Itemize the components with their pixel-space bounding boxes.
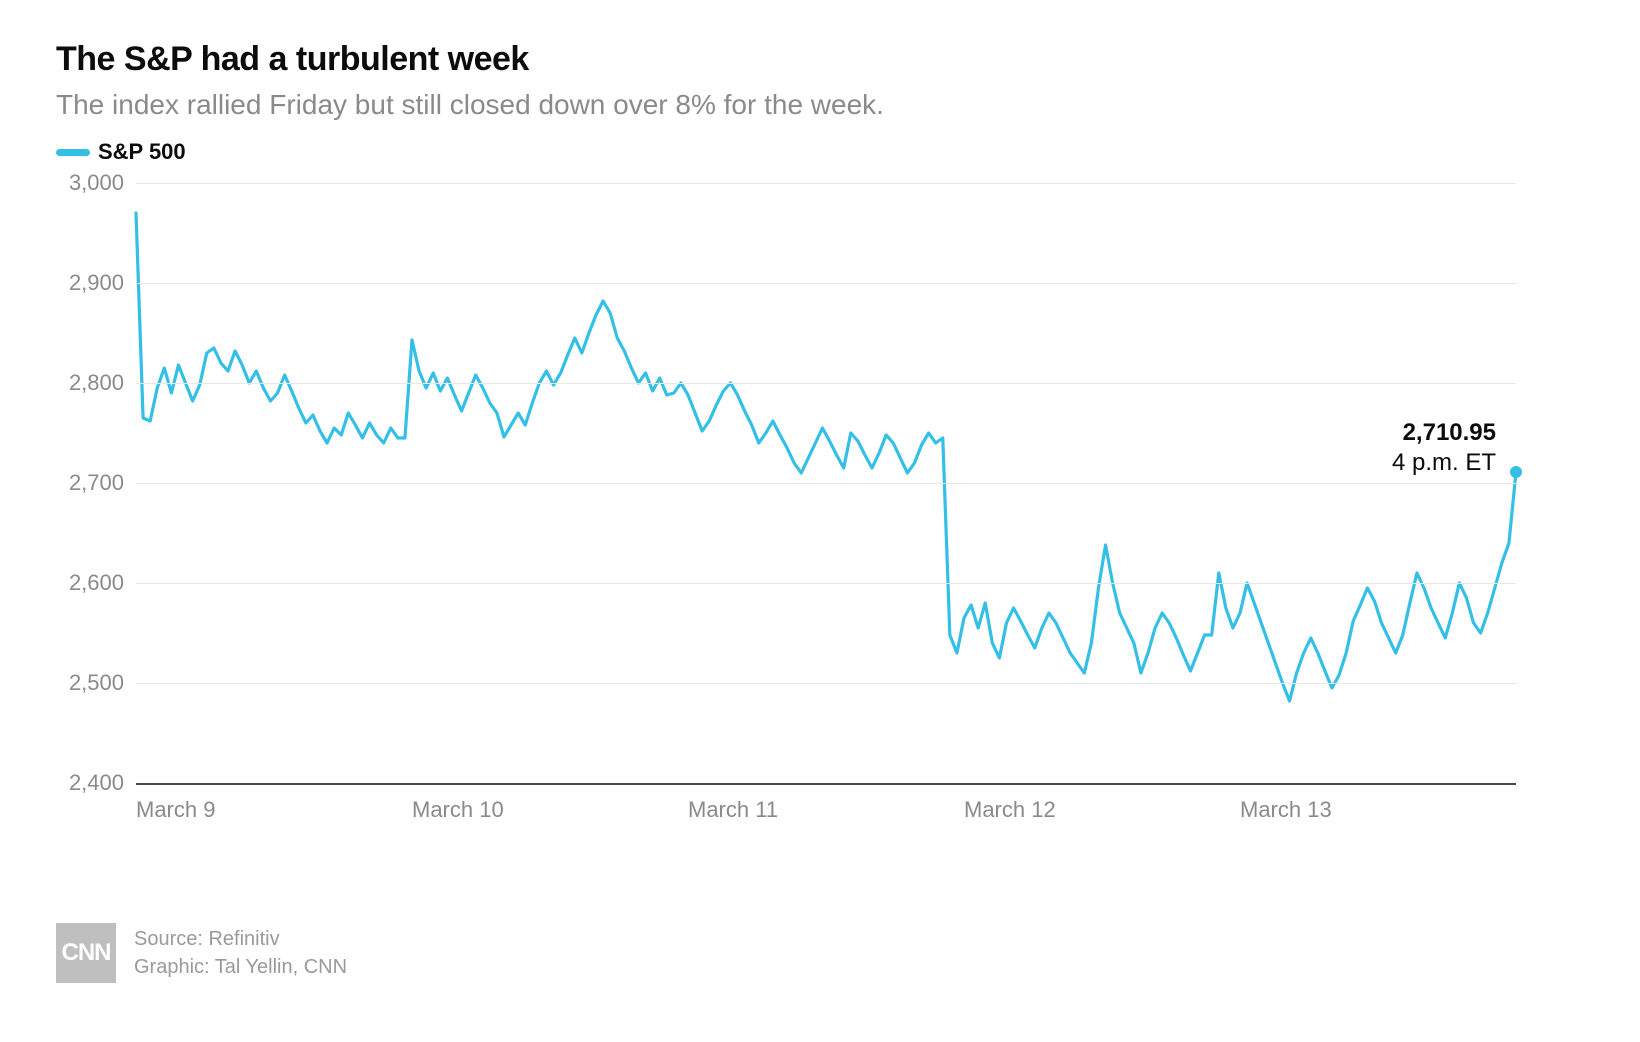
endpoint-label: 2,710.95 4 p.m. ET bbox=[1392, 418, 1496, 478]
chart-container: The S&P had a turbulent week The index r… bbox=[0, 0, 1640, 983]
endpoint-dot-icon bbox=[1510, 466, 1522, 478]
footer-credit: Graphic: Tal Yellin, CNN bbox=[134, 953, 347, 981]
x-axis-baseline bbox=[136, 783, 1516, 785]
footer-source: Source: Refinitiv bbox=[134, 925, 347, 953]
legend: S&P 500 bbox=[56, 139, 1584, 165]
gridline bbox=[136, 283, 1516, 284]
y-tick-label: 2,900 bbox=[69, 270, 124, 296]
cnn-logo-icon: CNN bbox=[56, 923, 116, 983]
chart-subtitle: The index rallied Friday but still close… bbox=[56, 89, 1584, 121]
y-tick-label: 2,700 bbox=[69, 470, 124, 496]
gridline bbox=[136, 483, 1516, 484]
legend-label: S&P 500 bbox=[98, 139, 186, 165]
chart-area: 2,4002,5002,6002,7002,8002,9003,000 2,71… bbox=[56, 183, 1584, 843]
x-axis-labels: March 9 March 10 March 11 March 12 March 13 bbox=[136, 797, 1516, 837]
plot-area: 2,710.95 4 p.m. ET bbox=[136, 183, 1516, 783]
x-tick-label: March 12 bbox=[964, 797, 1056, 823]
gridline bbox=[136, 383, 1516, 384]
y-axis-labels: 2,4002,5002,6002,7002,8002,9003,000 bbox=[56, 183, 136, 783]
x-tick-label: March 13 bbox=[1240, 797, 1332, 823]
gridline bbox=[136, 583, 1516, 584]
chart-title: The S&P had a turbulent week bbox=[56, 40, 1584, 79]
endpoint-time: 4 p.m. ET bbox=[1392, 448, 1496, 478]
gridline bbox=[136, 683, 1516, 684]
y-tick-label: 3,000 bbox=[69, 170, 124, 196]
y-tick-label: 2,800 bbox=[69, 370, 124, 396]
endpoint-value: 2,710.95 bbox=[1403, 419, 1496, 446]
x-tick-label: March 10 bbox=[412, 797, 504, 823]
x-tick-label: March 9 bbox=[136, 797, 215, 823]
gridline bbox=[136, 183, 1516, 184]
footer-text: Source: Refinitiv Graphic: Tal Yellin, C… bbox=[134, 925, 347, 981]
y-tick-label: 2,600 bbox=[69, 570, 124, 596]
legend-swatch bbox=[56, 149, 90, 156]
cnn-logo-text: CNN bbox=[62, 939, 111, 967]
y-tick-label: 2,500 bbox=[69, 670, 124, 696]
chart-footer: CNN Source: Refinitiv Graphic: Tal Yelli… bbox=[56, 923, 1584, 983]
x-tick-label: March 11 bbox=[688, 797, 778, 823]
y-tick-label: 2,400 bbox=[69, 770, 124, 796]
